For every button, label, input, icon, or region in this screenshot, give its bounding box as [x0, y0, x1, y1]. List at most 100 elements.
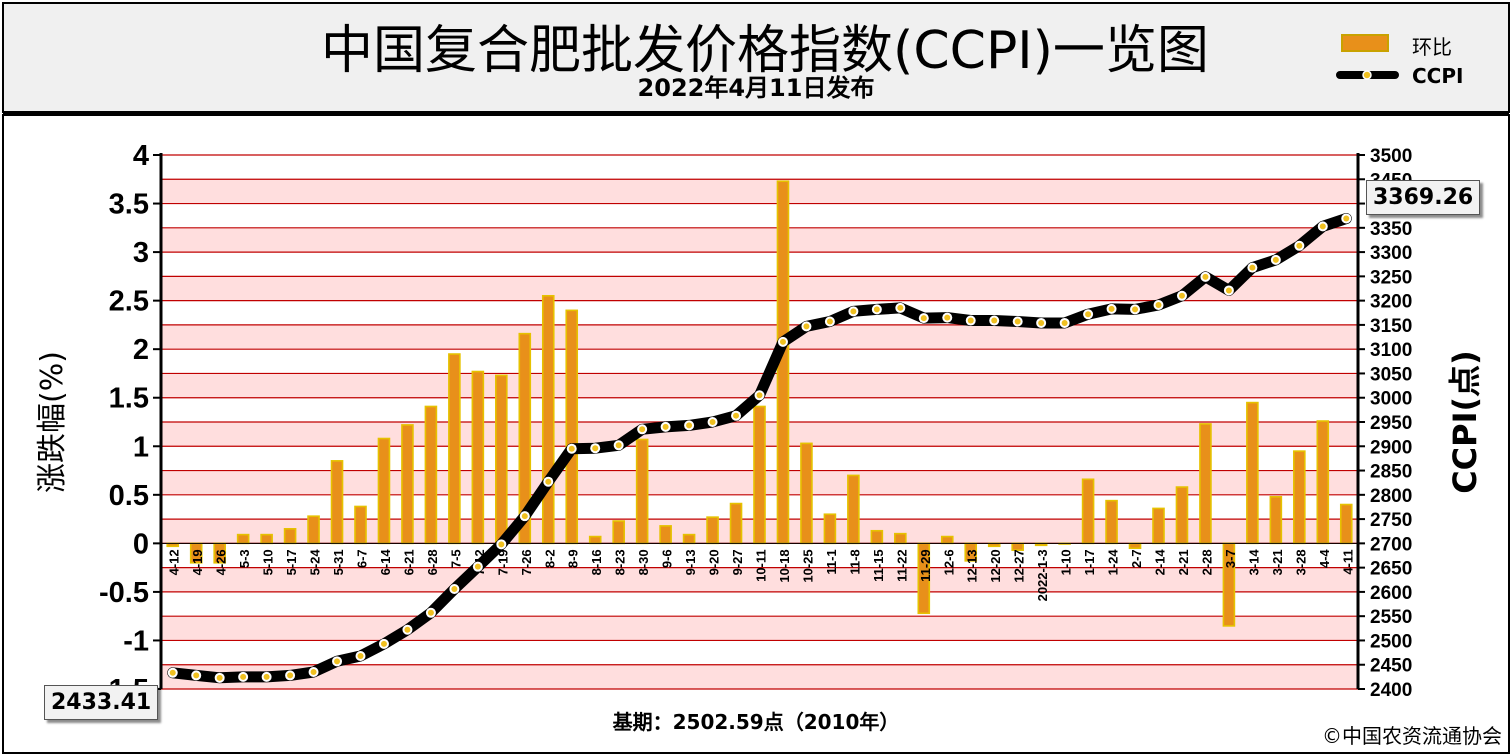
- ccpi-marker: [498, 541, 505, 548]
- bar: [1316, 420, 1330, 545]
- bar: [424, 405, 438, 545]
- ccpi-marker: [1178, 292, 1185, 299]
- x-tick-label: 10-18: [777, 549, 792, 582]
- ccpi-marker: [1202, 273, 1209, 280]
- x-tick-label: 5-17: [284, 549, 299, 575]
- left-tick-label: 3.5: [109, 189, 149, 221]
- x-tick-label: 10-25: [800, 549, 815, 582]
- x-tick-label: 1-10: [1059, 549, 1074, 575]
- ccpi-marker: [967, 317, 974, 324]
- ccpi-marker: [404, 626, 411, 633]
- ccpi-marker: [1343, 215, 1350, 222]
- bar: [1152, 507, 1165, 545]
- grid-band: [161, 324, 1358, 350]
- x-tick-label: 9-27: [730, 549, 745, 575]
- bar: [1246, 401, 1259, 545]
- grid-band: [161, 227, 1358, 253]
- bar: [1011, 542, 1024, 551]
- x-tick-label: 12-20: [988, 549, 1003, 582]
- right-tick-label: 2950: [1370, 413, 1412, 434]
- bar: [471, 370, 485, 545]
- ccpi-marker: [427, 609, 434, 616]
- x-tick-label: 2-21: [1176, 549, 1191, 575]
- bar: [260, 533, 273, 545]
- x-tick-label: 8-9: [566, 549, 581, 568]
- left-tick-label: 2: [133, 334, 149, 366]
- right-tick-label: 2800: [1370, 486, 1412, 507]
- right-axis-title: CCPI(点): [1446, 350, 1484, 494]
- bar: [706, 516, 719, 545]
- bar: [401, 424, 414, 545]
- x-tick-label: 11-29: [918, 549, 933, 582]
- bar: [588, 535, 602, 545]
- bar: [612, 520, 625, 545]
- ccpi-marker: [639, 426, 646, 433]
- x-tick-label: 5-3: [237, 549, 252, 568]
- bar: [541, 294, 555, 545]
- ccpi-marker: [216, 674, 223, 681]
- bar: [753, 405, 766, 545]
- x-tick-label: 5-24: [308, 549, 323, 576]
- grid-band: [161, 616, 1358, 641]
- left-tick-label: 0: [133, 528, 149, 560]
- x-tick-label: 4-26: [214, 549, 229, 575]
- plot-area: 43.532.521.510.50-0.5-1-1.53500345034003…: [35, 140, 1484, 706]
- bar: [659, 525, 672, 545]
- bar: [635, 438, 649, 545]
- x-tick-label: 7-5: [448, 549, 463, 568]
- ccpi-marker: [991, 317, 998, 324]
- x-tick-label: 4-4: [1317, 549, 1332, 569]
- bar: [1339, 503, 1353, 545]
- grid-band: [161, 664, 1358, 689]
- x-tick-label: 4-12: [167, 549, 182, 575]
- x-tick-label: 1-17: [1082, 549, 1097, 575]
- ccpi-marker: [615, 442, 622, 449]
- ccpi-marker: [451, 585, 458, 592]
- x-tick-label: 11-22: [894, 549, 909, 582]
- ccpi-marker: [310, 669, 317, 676]
- ccpi-marker: [779, 338, 786, 345]
- left-axis-title: 涨跌幅(%): [35, 351, 70, 493]
- grid-band: [161, 349, 1358, 374]
- bar: [1105, 499, 1118, 545]
- bar: [800, 442, 813, 545]
- ccpi-marker: [897, 304, 904, 311]
- grid-band: [161, 155, 1358, 180]
- ccpi-marker: [240, 673, 247, 680]
- base-period-note: 基期：2502.59点（2010年）: [612, 710, 900, 734]
- ccpi-marker: [521, 513, 528, 520]
- right-tick-label: 3000: [1370, 389, 1412, 410]
- bar: [307, 515, 320, 545]
- x-tick-label: 8-16: [589, 549, 604, 575]
- left-tick-label: 3: [133, 237, 149, 269]
- legend-line-swatch: [1336, 70, 1399, 80]
- x-tick-label: 8-30: [636, 549, 651, 575]
- grid-band: [161, 591, 1358, 617]
- ccpi-marker: [709, 419, 716, 425]
- chart-subtitle: 2022年4月11日发布: [637, 74, 875, 102]
- right-tick-label: 3500: [1370, 146, 1412, 167]
- right-tick-label: 2700: [1370, 534, 1412, 555]
- bar: [354, 505, 367, 545]
- x-tick-label: 6-14: [378, 549, 393, 576]
- right-tick-label: 2650: [1370, 559, 1412, 580]
- x-tick-label: 8-2: [542, 549, 557, 568]
- x-tick-label: 12-27: [1012, 549, 1027, 582]
- chart-title: 中国复合肥批发价格指数(CCPI)一览图: [321, 21, 1209, 81]
- ccpi-marker: [169, 669, 176, 676]
- grid-band: [161, 543, 1358, 568]
- right-tick-label: 2750: [1370, 510, 1412, 531]
- ccpi-marker: [944, 314, 951, 321]
- ccpi-marker: [193, 672, 200, 679]
- x-tick-label: 7-19: [495, 549, 510, 575]
- x-tick-label: 2-7: [1129, 549, 1144, 568]
- right-tick-label: 2600: [1370, 583, 1412, 604]
- x-tick-label: 9-20: [707, 549, 722, 575]
- ccpi-marker: [545, 478, 552, 485]
- right-tick-label: 2400: [1370, 680, 1412, 701]
- x-tick-label: 9-6: [660, 549, 675, 568]
- bar: [870, 529, 884, 545]
- bar: [847, 474, 860, 545]
- bar: [283, 527, 297, 545]
